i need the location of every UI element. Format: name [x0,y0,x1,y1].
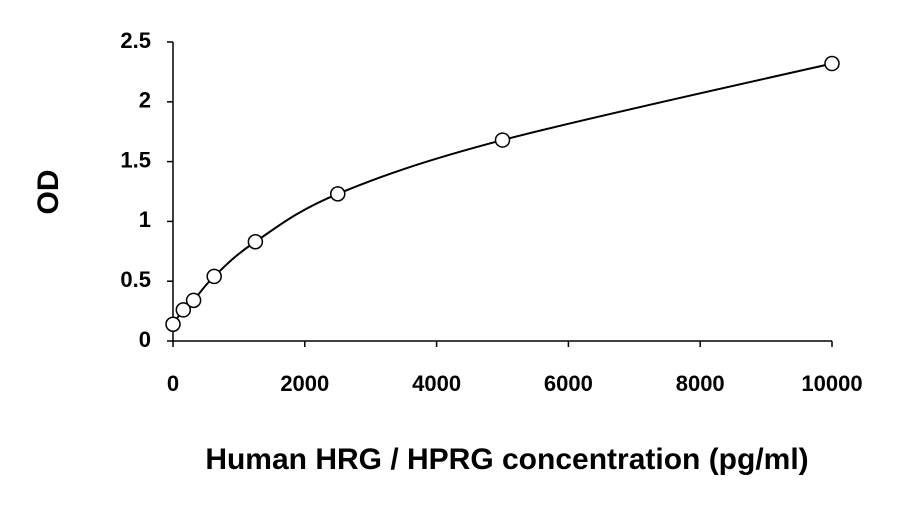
y-tick-label: 0 [139,327,151,352]
point [206,268,222,285]
curve [172,62,833,325]
point [824,55,840,72]
point [330,186,346,202]
y-tick-label: 1 [139,207,151,232]
point [185,292,202,309]
x-tick-label: 8000 [676,371,725,396]
point [175,302,192,318]
y-tick-label: 0.5 [120,267,151,292]
x-tick-label: 4000 [412,371,461,396]
y-tick-label: 2 [139,88,151,113]
x-tick-label: 6000 [544,371,593,396]
y-tick-label: 1.5 [120,147,151,172]
x-axis-title: Human HRG / HPRG concentration (pg/ml) [205,443,808,476]
y-tick-label: 2.5 [120,28,151,53]
x-tick-label: 10000 [801,371,862,396]
x-tick-label: 2000 [280,371,329,396]
point [494,132,511,148]
x-tick-label: 0 [167,371,179,396]
y-axis-title: OD [32,170,65,215]
point [247,233,264,250]
point [165,316,181,333]
